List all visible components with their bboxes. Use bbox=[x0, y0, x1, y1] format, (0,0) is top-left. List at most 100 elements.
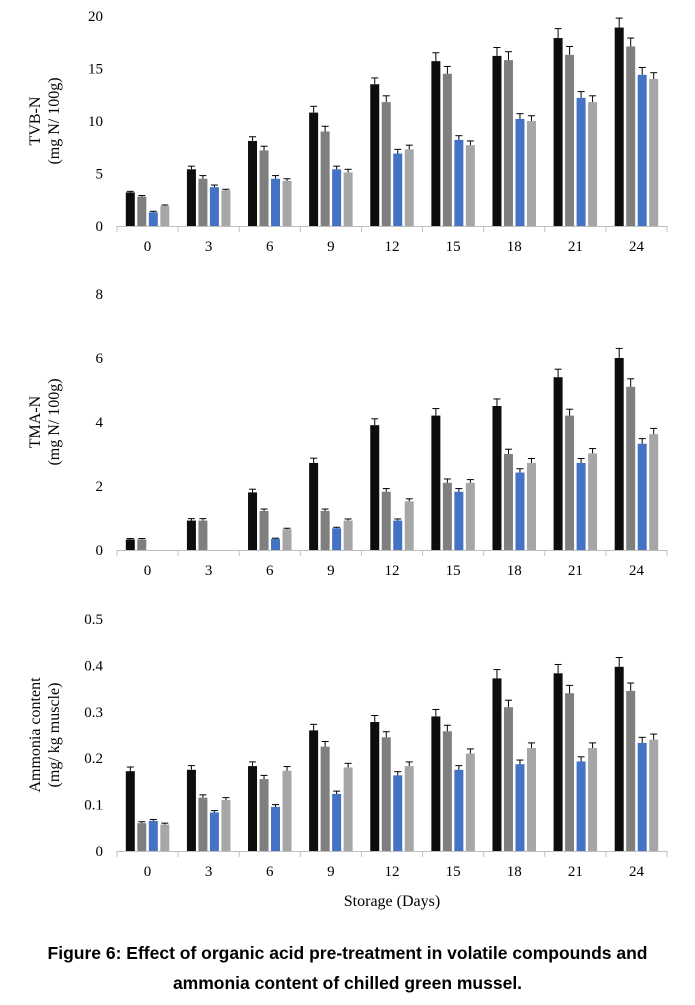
y-axis-label-line: Ammonia content bbox=[27, 677, 44, 793]
y-tick-label: 20 bbox=[88, 9, 103, 25]
x-tick-label: 6 bbox=[266, 563, 274, 579]
bar bbox=[393, 775, 403, 851]
bar bbox=[271, 806, 281, 851]
x-tick-label: 0 bbox=[144, 864, 152, 880]
y-tick-label: 5 bbox=[96, 167, 104, 183]
bar bbox=[431, 415, 441, 550]
bar bbox=[626, 46, 636, 227]
bar bbox=[248, 140, 258, 226]
y-axis-label: TVB-N (mg N/ 100g) bbox=[27, 77, 63, 164]
bar bbox=[515, 764, 525, 851]
y-tick-label: 0 bbox=[96, 844, 104, 860]
bar bbox=[515, 118, 525, 226]
bar bbox=[271, 538, 281, 550]
bar bbox=[404, 149, 414, 226]
y-axis-label-line: (mg N/ 100g) bbox=[46, 77, 63, 164]
bar bbox=[431, 61, 441, 227]
bar bbox=[637, 74, 647, 226]
bar bbox=[259, 150, 269, 226]
bar bbox=[221, 799, 231, 851]
bar bbox=[503, 60, 513, 226]
bar bbox=[454, 491, 464, 550]
bar bbox=[576, 462, 586, 550]
caption-line-2: ammonia content of chilled green mussel. bbox=[172, 973, 523, 993]
x-tick-label: 6 bbox=[266, 239, 274, 255]
x-tick-label: 21 bbox=[568, 563, 583, 579]
y-tick-label: 8 bbox=[96, 287, 104, 303]
bar bbox=[320, 131, 330, 226]
bar bbox=[637, 443, 647, 550]
x-tick-label: 9 bbox=[327, 864, 335, 880]
bar bbox=[492, 55, 502, 227]
x-tick-label: 0 bbox=[144, 239, 152, 255]
bar bbox=[320, 746, 330, 851]
y-tick-label: 0 bbox=[96, 219, 104, 235]
bar bbox=[393, 520, 403, 550]
y-tick-label: 2 bbox=[96, 479, 104, 495]
x-axis-label: Storage (Days) bbox=[344, 893, 440, 910]
bar bbox=[137, 539, 147, 550]
bar bbox=[125, 539, 135, 550]
x-tick-label: 24 bbox=[629, 864, 645, 880]
bar bbox=[125, 192, 135, 226]
bar bbox=[282, 529, 292, 550]
bar bbox=[125, 771, 135, 851]
bar bbox=[343, 767, 353, 851]
bar bbox=[454, 769, 464, 851]
bar bbox=[343, 520, 353, 550]
bar bbox=[454, 139, 464, 226]
chart-panel-3: 0 0.1 0.2 0.3 0.4 0.5 Ammonia content (mg/ kg m… bbox=[27, 612, 668, 910]
bar bbox=[248, 492, 258, 550]
bar bbox=[309, 462, 319, 550]
bar bbox=[649, 434, 659, 550]
bar bbox=[221, 190, 231, 226]
bar bbox=[614, 666, 624, 851]
x-tick-label: 9 bbox=[327, 563, 335, 579]
x-tick-label: 24 bbox=[629, 239, 645, 255]
y-axis-label: TMA-N (mg N/ 100g) bbox=[27, 378, 63, 465]
bar bbox=[626, 690, 636, 851]
bar bbox=[137, 823, 147, 851]
bar bbox=[186, 769, 196, 851]
y-tick-label: 0.1 bbox=[84, 798, 103, 814]
bar bbox=[526, 121, 536, 226]
bar bbox=[148, 212, 158, 226]
bar bbox=[649, 79, 659, 226]
bar bbox=[515, 472, 525, 550]
y-axis-label-line: (mg/ kg muscle) bbox=[46, 683, 63, 788]
y-axis-label-line: (mg N/ 100g) bbox=[46, 378, 63, 465]
bar bbox=[492, 678, 502, 851]
bar bbox=[465, 145, 475, 226]
x-tick-label: 12 bbox=[385, 864, 400, 880]
bar bbox=[614, 358, 624, 550]
bar bbox=[626, 386, 636, 550]
bar bbox=[526, 747, 536, 851]
bar bbox=[588, 453, 598, 550]
bar bbox=[332, 528, 342, 550]
y-axis-label-line: TMA-N bbox=[27, 395, 44, 448]
y-tick-label: 0.2 bbox=[84, 751, 103, 767]
y-tick-label: 15 bbox=[88, 62, 103, 78]
y-axis-label-line: TVB-N bbox=[27, 96, 44, 145]
bar bbox=[209, 812, 219, 851]
bar bbox=[637, 742, 647, 851]
y-tick-label: 0.5 bbox=[84, 612, 103, 628]
bar bbox=[282, 770, 292, 851]
bar bbox=[465, 753, 475, 851]
bar bbox=[404, 501, 414, 550]
bar bbox=[614, 27, 624, 226]
y-tick-label: 10 bbox=[88, 114, 103, 130]
x-tick-label: 3 bbox=[205, 864, 213, 880]
bar bbox=[565, 415, 575, 550]
x-tick-label: 3 bbox=[205, 563, 213, 579]
bar bbox=[442, 482, 452, 550]
y-tick-label: 6 bbox=[96, 351, 104, 367]
x-tick-label: 15 bbox=[446, 563, 461, 579]
bar bbox=[503, 454, 513, 550]
bar bbox=[320, 510, 330, 550]
bar bbox=[503, 707, 513, 851]
y-tick-label: 0 bbox=[96, 543, 104, 559]
bar bbox=[332, 169, 342, 226]
